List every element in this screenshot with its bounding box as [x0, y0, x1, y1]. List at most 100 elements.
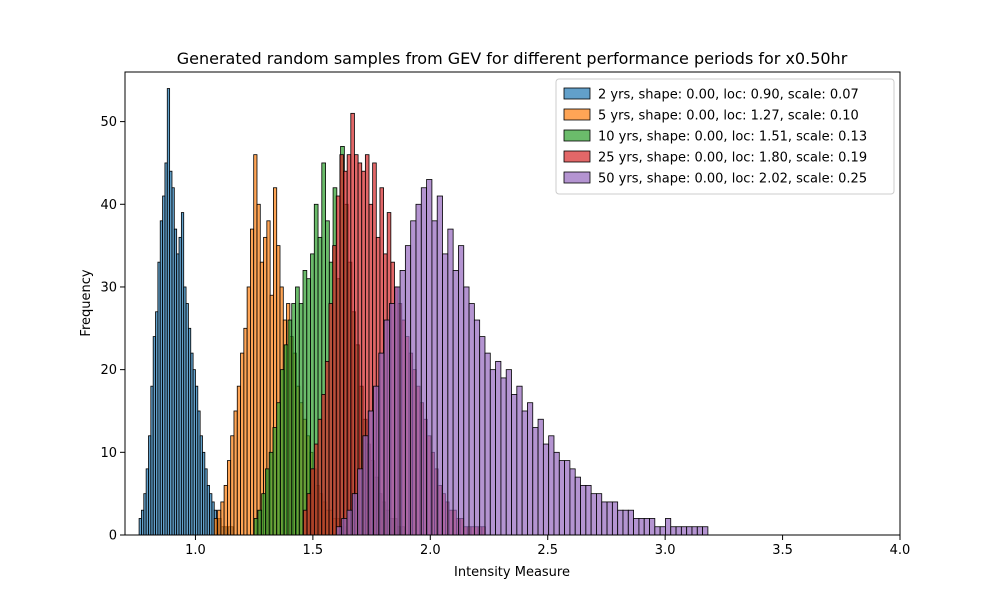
- histogram-bar: [217, 509, 222, 536]
- histogram-bar: [302, 270, 308, 536]
- histogram-bar: [537, 418, 544, 536]
- x-tick-label: 3.5: [772, 543, 793, 558]
- histogram-bar: [574, 476, 581, 536]
- histogram-bar: [230, 435, 235, 536]
- y-tick-label: 10: [100, 446, 117, 461]
- histogram-bar: [317, 418, 323, 536]
- histogram-bar: [399, 270, 406, 536]
- histogram-bar: [250, 228, 255, 536]
- histogram-bar: [447, 228, 454, 536]
- histogram-bar: [321, 394, 326, 536]
- histogram-bar: [680, 526, 688, 536]
- histogram-bar: [553, 451, 560, 536]
- histogram-bar: [295, 286, 300, 536]
- histogram-bar: [223, 484, 228, 536]
- histogram-bar: [548, 435, 555, 536]
- histogram-bar: [643, 518, 650, 536]
- histogram-bar: [303, 509, 308, 536]
- histogram-bar: [473, 319, 481, 536]
- histogram-bar: [367, 410, 374, 536]
- y-tick-label: 20: [100, 363, 117, 378]
- histogram-bar: [233, 410, 238, 536]
- histogram-bar: [261, 493, 266, 536]
- histogram-bar: [649, 518, 656, 536]
- histogram-bar: [306, 493, 312, 536]
- histogram-bar: [606, 501, 613, 536]
- histogram-bar: [328, 303, 334, 536]
- histogram-bar: [638, 518, 645, 536]
- legend: 2 yrs, shape: 0.00, loc: 0.90, scale: 0.…: [555, 78, 895, 195]
- x-tick-label: 1.5: [303, 543, 324, 558]
- legend-swatch: [563, 87, 591, 100]
- legend-swatch: [563, 150, 591, 163]
- legend-swatch: [563, 171, 591, 184]
- histogram-bar: [627, 509, 634, 536]
- chart-title: Generated random samples from GEV for di…: [177, 49, 848, 68]
- x-axis-label: Intensity Measure: [454, 565, 570, 580]
- histogram-bar: [256, 203, 261, 536]
- histogram-bar: [484, 352, 491, 536]
- histogram-bar: [500, 377, 507, 536]
- histogram-bar: [633, 518, 640, 536]
- histogram-bar: [426, 179, 433, 536]
- histogram-bar: [265, 468, 270, 536]
- histogram-bar: [542, 443, 550, 536]
- histogram-bar: [253, 154, 258, 536]
- histogram-bar: [527, 402, 534, 536]
- histogram-bar: [246, 286, 251, 536]
- histogram-bar: [298, 303, 304, 536]
- histogram-bar: [601, 501, 608, 536]
- y-tick-label: 40: [100, 198, 117, 213]
- histogram-bar: [276, 402, 281, 536]
- legend-entry: 2 yrs, shape: 0.00, loc: 0.90, scale: 0.…: [598, 88, 859, 103]
- histogram-bar: [243, 327, 248, 536]
- x-tick-label: 4.0: [890, 543, 911, 558]
- histogram-bar: [226, 460, 232, 536]
- histogram-bar: [378, 352, 385, 536]
- histogram-bar: [436, 195, 443, 536]
- legend-swatch: [563, 129, 591, 142]
- histogram-bar: [617, 509, 624, 536]
- histogram-bar: [268, 451, 274, 536]
- histogram-bar: [458, 245, 465, 536]
- legend-entry: 10 yrs, shape: 0.00, loc: 1.51, scale: 0…: [598, 130, 867, 145]
- histogram-bar: [442, 253, 449, 536]
- histogram-bar: [420, 187, 427, 536]
- histogram-bar: [415, 203, 422, 536]
- x-tick-label: 2.5: [537, 543, 558, 558]
- histogram-bar: [394, 286, 401, 536]
- histogram-bar: [585, 484, 592, 536]
- y-tick-label: 0: [109, 529, 117, 544]
- histogram-bar: [452, 270, 459, 536]
- histogram-bar: [346, 154, 352, 536]
- y-tick-label: 30: [100, 280, 117, 295]
- histogram-bar: [564, 460, 571, 536]
- histogram-bar: [670, 526, 677, 536]
- histogram-bar: [324, 360, 330, 536]
- histogram-bar: [410, 220, 417, 536]
- histogram-bar: [236, 385, 241, 536]
- histogram-bar: [287, 319, 293, 536]
- y-axis: 0 10 20 30 40 50: [100, 115, 125, 544]
- histogram-bar: [341, 518, 348, 536]
- histogram-bar: [468, 303, 475, 536]
- histogram-bar: [272, 427, 278, 536]
- histogram-bar: [343, 170, 348, 536]
- histogram-bar: [357, 468, 364, 536]
- histogram-bar: [596, 493, 603, 536]
- histogram-bar: [558, 460, 565, 536]
- histogram-bar: [257, 509, 263, 536]
- histogram-bar: [253, 518, 259, 536]
- histogram-bar: [521, 410, 528, 536]
- histogram-bar: [686, 526, 693, 536]
- histogram-bar: [362, 435, 369, 536]
- histogram-bar: [220, 501, 225, 536]
- histogram-bar: [665, 518, 672, 536]
- histogram-bar: [463, 286, 470, 536]
- histogram-bar: [489, 369, 496, 536]
- histogram-bar: [351, 493, 358, 536]
- histogram-bar: [310, 468, 315, 536]
- histogram-bar: [314, 443, 319, 536]
- histogram-bar: [590, 493, 597, 536]
- histogram-bar: [213, 518, 218, 536]
